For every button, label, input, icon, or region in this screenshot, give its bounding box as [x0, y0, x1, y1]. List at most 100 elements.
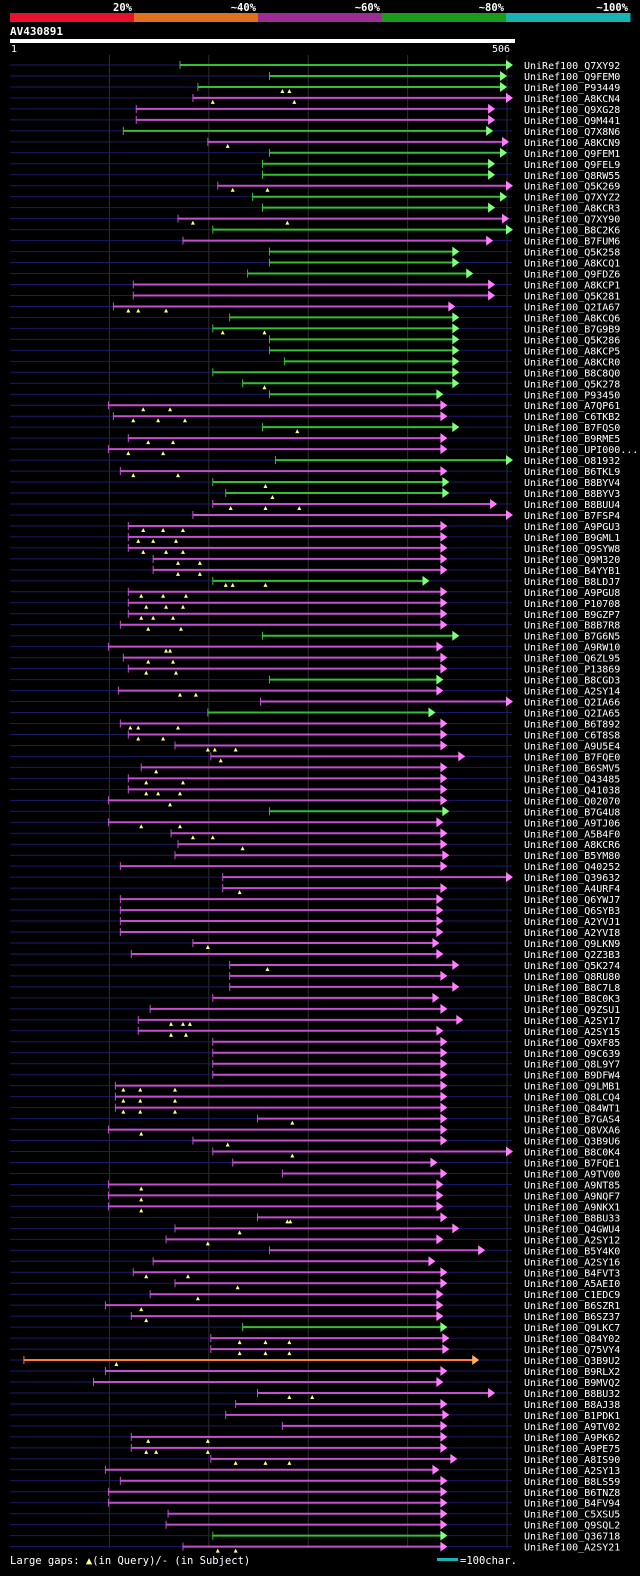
- hit-label: UniRef100_A8KCR6: [524, 840, 620, 851]
- alignment-end-arrow: [452, 334, 460, 345]
- alignment-end-arrow: [486, 235, 494, 246]
- alignment-end-arrow: [450, 1453, 458, 1464]
- alignment-end-arrow: [436, 641, 444, 652]
- alignment-end-arrow: [502, 213, 510, 224]
- hit-label: UniRef100_B8LS59: [524, 1477, 620, 1488]
- hit-label: UniRef100_Q8VXA6: [524, 1126, 620, 1137]
- hit-row: UniRef100_B8C7L8: [10, 981, 620, 994]
- query-gap-marker: [280, 88, 285, 93]
- query-gap-marker: [171, 615, 176, 620]
- hit-label: UniRef100_B6SZR1: [524, 1301, 620, 1312]
- hit-label: UniRef100_Q9SQL2: [524, 1521, 620, 1532]
- query-gap-marker: [290, 1153, 295, 1158]
- alignment-end-arrow: [506, 180, 513, 191]
- alignment-end-arrow: [436, 389, 444, 400]
- alignment-end-arrow: [440, 652, 448, 663]
- hit-list: UniRef100_Q7XY92UniRef100_Q9FEM0UniRef10…: [10, 60, 638, 1554]
- hit-row: UniRef100_A9NT85: [10, 1179, 620, 1191]
- alignment-end-arrow: [440, 520, 448, 531]
- hit-label: UniRef100_A9PE75: [524, 1444, 620, 1455]
- hit-label: UniRef100_B6SMV5: [524, 763, 620, 774]
- alignment-end-arrow: [452, 378, 460, 389]
- hit-row: UniRef100_B4FVT3: [10, 1267, 620, 1279]
- alignment-end-arrow: [440, 861, 448, 872]
- alignment-end-arrow: [506, 455, 513, 466]
- query-gap-marker: [139, 1197, 144, 1202]
- hit-row: UniRef100_A2SY12: [10, 1234, 620, 1246]
- hit-label: UniRef100_O81932: [524, 456, 620, 467]
- alignment-end-arrow: [440, 1069, 448, 1080]
- hit-row: UniRef100_B6TKL9: [10, 466, 620, 478]
- alignment-end-arrow: [436, 1300, 444, 1311]
- query-gap-marker: [237, 1230, 242, 1235]
- query-gap-marker: [265, 966, 270, 971]
- hit-label: UniRef100_Q8RU80: [524, 972, 620, 983]
- hit-row: UniRef100_B8BYV3: [10, 488, 620, 500]
- hit-row: UniRef100_A2YVI8: [10, 927, 620, 939]
- hit-row: UniRef100_Q9FEM1: [10, 147, 620, 160]
- hit-row: UniRef100_Q2IA65: [10, 707, 620, 720]
- hit-label: UniRef100_B7FQE0: [524, 752, 620, 763]
- hit-label: UniRef100_A8KCP1: [524, 281, 620, 292]
- hit-row: UniRef100_P13869: [10, 663, 620, 676]
- query-gap-marker: [237, 890, 242, 895]
- query-gap-marker: [285, 1219, 290, 1224]
- hit-row: UniRef100_A8KCQ1: [10, 257, 620, 270]
- query-gap-marker: [139, 1208, 144, 1213]
- hit-label: UniRef100_Q7X8N6: [524, 127, 620, 138]
- hit-label: UniRef100_Q9XG28: [524, 105, 620, 116]
- alignment-end-arrow: [440, 1486, 448, 1497]
- hit-row: UniRef100_Q9FEL9: [10, 158, 620, 171]
- hit-label: UniRef100_Q39632: [524, 873, 620, 884]
- query-gap-marker: [287, 1460, 292, 1465]
- hit-label: UniRef100_Q3B9U2: [524, 1356, 620, 1367]
- hit-row: UniRef100_A2SY14: [10, 685, 620, 698]
- hit-row: UniRef100_Q9LKC7: [10, 1322, 620, 1334]
- query-gap-marker: [164, 549, 169, 554]
- alignment-end-arrow: [440, 1530, 448, 1541]
- hit-label: UniRef100_B5YM80: [524, 851, 620, 862]
- hit-label: UniRef100_Q75VY4: [524, 1345, 620, 1356]
- hit-label: UniRef100_Q9LKN9: [524, 939, 620, 950]
- hit-row: UniRef100_Q75VY4: [10, 1344, 620, 1356]
- hit-row: UniRef100_B7FQE1: [10, 1157, 620, 1170]
- hit-label: UniRef100_A9PK62: [524, 1433, 620, 1444]
- hit-label: UniRef100_A9U5E4: [524, 741, 620, 752]
- hit-row: UniRef100_A8KCR6: [10, 839, 620, 851]
- query-gap-marker: [139, 615, 144, 620]
- query-gap-marker: [136, 308, 141, 313]
- hit-label: UniRef100_Q5K278: [524, 379, 620, 390]
- alignment-end-arrow: [452, 312, 460, 323]
- query-gap-marker: [171, 659, 176, 664]
- query-gap-marker: [168, 648, 173, 653]
- query-gap-marker: [121, 1087, 126, 1092]
- alignment-end-arrow: [440, 1212, 448, 1223]
- alignment-end-arrow: [428, 1256, 436, 1267]
- query-gap-marker: [139, 1307, 144, 1312]
- hit-row: UniRef100_A4URF4: [10, 883, 620, 895]
- hit-label: UniRef100_B8AJ38: [524, 1400, 620, 1411]
- query-gap-marker: [263, 1460, 268, 1465]
- alignment-end-arrow: [448, 301, 456, 312]
- alignment-end-arrow: [506, 60, 513, 70]
- hit-row: UniRef100_C1EDC9: [10, 1289, 620, 1301]
- query-gap-marker: [180, 780, 185, 785]
- query-name: AV430891: [10, 25, 63, 38]
- hit-row: UniRef100_Q9SYW8: [10, 542, 620, 555]
- query-gap-marker: [173, 1098, 178, 1103]
- query-gap-marker: [263, 506, 268, 510]
- ruler-grid: [108, 55, 508, 1548]
- hit-label: UniRef100_Q8L9Y7: [524, 1060, 620, 1071]
- query-gap-marker: [185, 1274, 190, 1279]
- hit-row: UniRef100_A8KCN4: [10, 92, 620, 105]
- hit-label: UniRef100_B9MVQ2: [524, 1378, 620, 1389]
- alignment-end-arrow: [440, 718, 448, 729]
- query-gap-marker: [175, 473, 180, 478]
- hit-row: UniRef100_A5AEI0: [10, 1278, 620, 1290]
- hit-row: UniRef100_O81932: [10, 455, 620, 467]
- alignment-end-arrow: [488, 114, 496, 125]
- alignment-end-arrow: [436, 674, 444, 685]
- alignment-end-arrow: [422, 575, 430, 586]
- hit-row: UniRef100_Q9XF85: [10, 1036, 620, 1049]
- alignment-end-arrow: [452, 367, 460, 378]
